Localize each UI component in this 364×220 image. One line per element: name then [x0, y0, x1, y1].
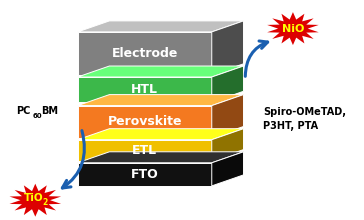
- Text: Electrode: Electrode: [111, 47, 178, 60]
- Polygon shape: [78, 140, 212, 161]
- Polygon shape: [212, 129, 244, 161]
- Polygon shape: [78, 106, 212, 138]
- Polygon shape: [78, 77, 212, 102]
- Polygon shape: [78, 95, 244, 106]
- Text: BM: BM: [41, 106, 58, 116]
- FancyArrowPatch shape: [245, 41, 268, 76]
- FancyArrowPatch shape: [62, 131, 84, 188]
- Text: 60: 60: [33, 113, 43, 119]
- Polygon shape: [212, 66, 244, 102]
- Text: ETL: ETL: [132, 144, 157, 157]
- Polygon shape: [78, 32, 212, 75]
- Polygon shape: [78, 66, 244, 77]
- Text: NiO: NiO: [282, 24, 304, 34]
- Polygon shape: [78, 152, 244, 163]
- Text: Spiro-OMeTAD,
P3HT, PTA: Spiro-OMeTAD, P3HT, PTA: [263, 107, 346, 131]
- Polygon shape: [267, 12, 319, 45]
- Polygon shape: [212, 21, 244, 75]
- Polygon shape: [212, 95, 244, 138]
- Text: HTL: HTL: [131, 83, 158, 96]
- Text: Perovskite: Perovskite: [107, 115, 182, 128]
- Text: TiO: TiO: [24, 193, 43, 203]
- Polygon shape: [78, 21, 244, 32]
- Polygon shape: [9, 184, 61, 217]
- Polygon shape: [78, 129, 244, 140]
- Text: PC: PC: [16, 106, 30, 116]
- Polygon shape: [78, 163, 212, 186]
- Text: FTO: FTO: [131, 168, 159, 181]
- Text: 2: 2: [43, 198, 48, 207]
- Polygon shape: [212, 152, 244, 186]
